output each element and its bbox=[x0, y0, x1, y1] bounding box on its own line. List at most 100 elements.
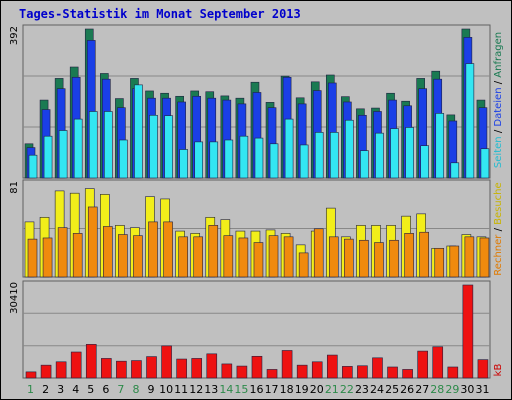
bar-seiten bbox=[149, 114, 158, 179]
legend-item: Anfragen bbox=[493, 32, 504, 78]
bar-kb bbox=[40, 364, 52, 379]
x-axis-day-label: 3 bbox=[57, 383, 64, 396]
x-axis-day-label: 18 bbox=[280, 383, 294, 396]
bar-kb bbox=[191, 358, 203, 379]
bar-rechner bbox=[449, 245, 460, 278]
y-axis-max-label: 392 bbox=[9, 26, 20, 45]
bar-rechner bbox=[87, 206, 98, 278]
bar-seiten bbox=[179, 149, 188, 179]
x-axis-day-label: 2 bbox=[42, 383, 49, 396]
bar-kb bbox=[161, 345, 172, 379]
legend-item: Besuche bbox=[493, 182, 504, 225]
bar-seiten bbox=[269, 143, 279, 179]
bar-rechner bbox=[328, 236, 339, 278]
bar-seiten bbox=[254, 137, 264, 179]
bar-kb bbox=[296, 364, 308, 379]
bar-kb bbox=[417, 350, 428, 379]
x-axis-day-label: 28 bbox=[430, 383, 444, 396]
bar-rechner bbox=[253, 242, 264, 278]
bar-seiten bbox=[194, 141, 204, 179]
x-axis-day-label: 6 bbox=[102, 383, 109, 396]
bar-rechner bbox=[419, 231, 429, 278]
bar-kb bbox=[55, 361, 67, 379]
x-axis-day-label: 25 bbox=[385, 383, 399, 396]
legend-top: Seiten / Dateien / Anfragen bbox=[493, 32, 504, 168]
x-axis-day-label: 29 bbox=[445, 383, 459, 396]
x-axis-day-label: 7 bbox=[117, 383, 124, 396]
chart-title: Tages-Statistik im Monat September 2013 bbox=[19, 7, 301, 21]
x-axis-day-label: 10 bbox=[159, 383, 173, 396]
bar-seiten bbox=[224, 139, 234, 179]
bar-seiten bbox=[284, 118, 294, 179]
x-axis-day-label: 17 bbox=[265, 383, 279, 396]
bar-kb bbox=[206, 353, 218, 379]
bar-rechner bbox=[57, 227, 68, 278]
bar-kb bbox=[146, 356, 157, 379]
bar-seiten bbox=[73, 118, 83, 179]
x-axis-day-label: 5 bbox=[87, 383, 94, 396]
bar-rechner bbox=[178, 236, 188, 278]
bar-kb bbox=[101, 358, 112, 379]
bar-seiten bbox=[134, 84, 143, 179]
bar-kb bbox=[387, 366, 398, 379]
bar-kb bbox=[281, 350, 293, 379]
legend-item: Rechner bbox=[493, 234, 504, 276]
x-axis-day-label: 11 bbox=[174, 383, 188, 396]
bar-seiten bbox=[209, 141, 219, 179]
bar-rechner bbox=[268, 235, 279, 278]
x-axis-day-label: 16 bbox=[250, 383, 264, 396]
bar-seiten bbox=[435, 113, 445, 179]
bar-rechner bbox=[103, 226, 113, 278]
bar-rechner bbox=[148, 221, 158, 278]
bar-seiten bbox=[88, 111, 98, 179]
x-axis-day-label: 14 bbox=[219, 383, 233, 396]
bar-seiten bbox=[28, 154, 38, 179]
x-axis-day-label: 26 bbox=[400, 383, 414, 396]
bar-kb bbox=[357, 365, 368, 379]
bar-rechner bbox=[404, 233, 414, 278]
bar-kb bbox=[326, 354, 338, 379]
legend-bottom: kB bbox=[493, 364, 504, 377]
x-axis-day-label: 9 bbox=[148, 383, 155, 396]
bar-kb bbox=[372, 357, 383, 379]
legend-item: Seiten bbox=[493, 136, 504, 168]
bar-rechner bbox=[27, 238, 38, 278]
legend-middle: Rechner / Besuche bbox=[493, 182, 504, 275]
bar-kb bbox=[25, 371, 37, 379]
x-axis-day-label: 13 bbox=[204, 383, 218, 396]
bar-seiten bbox=[390, 128, 399, 179]
bar-kb bbox=[70, 351, 82, 379]
bar-rechner bbox=[374, 242, 384, 278]
x-axis-day-label: 8 bbox=[132, 383, 139, 396]
bar-kb bbox=[447, 366, 459, 379]
bar-kb bbox=[342, 366, 353, 379]
bar-seiten bbox=[405, 127, 414, 179]
bar-seiten bbox=[58, 130, 68, 179]
y-axis-max-label: 30410 bbox=[9, 282, 20, 314]
bar-rechner bbox=[359, 239, 369, 278]
x-axis-day-label: 31 bbox=[475, 383, 489, 396]
bar-kb bbox=[432, 346, 444, 379]
bar-kb bbox=[221, 363, 233, 379]
bar-kb bbox=[477, 359, 489, 379]
bar-kb bbox=[311, 361, 323, 379]
bar-seiten bbox=[345, 119, 354, 179]
y-axis-max-label: 81 bbox=[9, 181, 20, 194]
bar-kb bbox=[176, 358, 187, 379]
x-axis-day-label: 30 bbox=[460, 383, 474, 396]
bar-rechner bbox=[238, 237, 249, 278]
bar-seiten bbox=[329, 132, 339, 179]
bar-kb bbox=[116, 360, 127, 379]
bar-rechner bbox=[223, 235, 234, 278]
bar-kb bbox=[131, 360, 142, 379]
bar-seiten bbox=[164, 115, 173, 179]
x-axis-day-label: 12 bbox=[189, 383, 203, 396]
bar-seiten bbox=[239, 135, 249, 179]
x-axis-day-label: 1 bbox=[27, 383, 34, 396]
x-axis-day-label: 21 bbox=[325, 383, 339, 396]
x-axis-day-label: 20 bbox=[310, 383, 324, 396]
bar-kb bbox=[462, 284, 474, 379]
bar-rechner bbox=[313, 228, 324, 278]
legend-item: Dateien bbox=[493, 87, 504, 126]
